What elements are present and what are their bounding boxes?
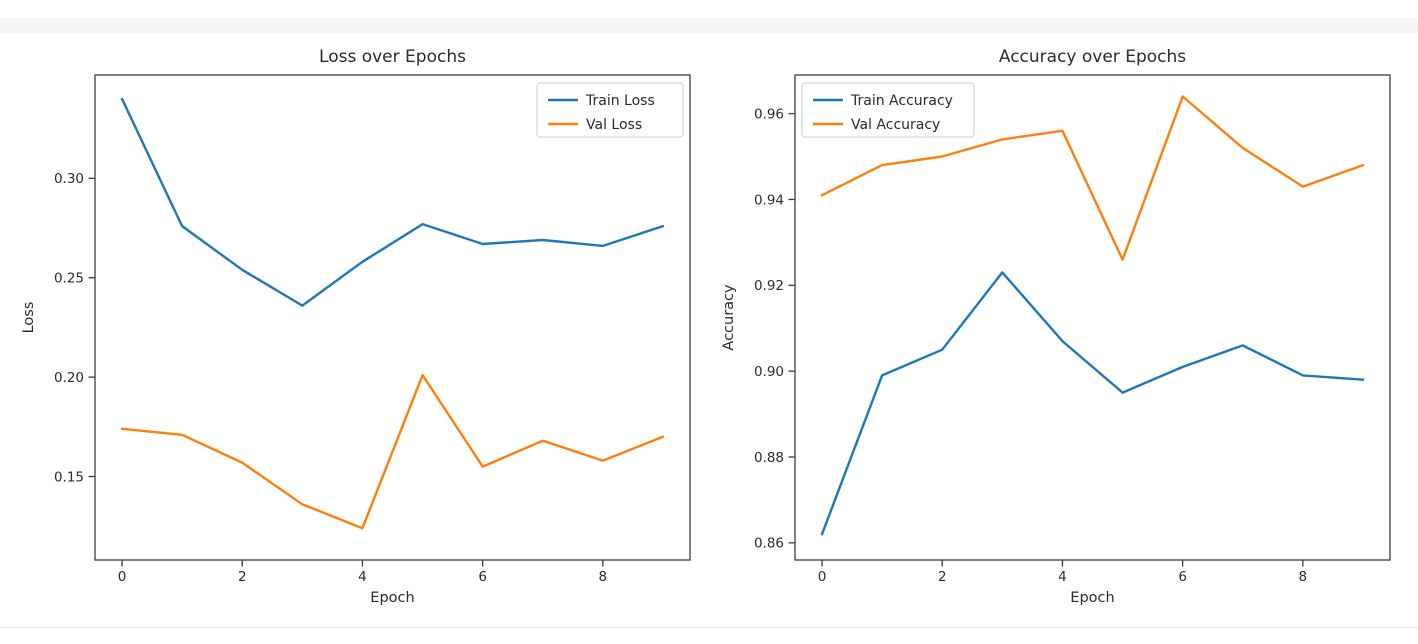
y-tick-label: 0.96 <box>754 106 784 122</box>
accuracy-chart: Accuracy over Epochs 0.86 0.88 0.90 0.92 0.94… <box>700 0 1400 644</box>
y-tick-label: 0.92 <box>754 278 784 294</box>
x-tick-label: 0 <box>818 569 827 585</box>
x-tick-label: 2 <box>938 569 947 585</box>
chart-title: Accuracy over Epochs <box>999 47 1186 67</box>
y-tick-label: 0.30 <box>54 171 84 187</box>
y-axis-label: Loss <box>21 302 37 334</box>
y-tick-label: 0.86 <box>754 536 784 552</box>
plot-frame <box>794 74 1391 561</box>
bottom-divider <box>0 627 1418 628</box>
legend-label-val-accuracy: Val Accuracy <box>851 117 940 133</box>
y-tick-label: 0.90 <box>754 364 784 380</box>
legend-label-val-loss: Val Loss <box>586 117 642 133</box>
loss-chart: Loss over Epochs 0.15 0.20 0.25 0.30 0 2 4 6 8 Epo… <box>0 0 700 644</box>
x-axis-label: Epoch <box>1070 590 1114 606</box>
y-tick-label: 0.20 <box>54 370 84 386</box>
train-accuracy-line <box>820 271 1365 536</box>
x-tick-label: 4 <box>1058 569 1067 585</box>
train-loss-line <box>120 97 665 307</box>
x-tick-label: 6 <box>1178 569 1187 585</box>
x-tick-label: 2 <box>238 569 247 585</box>
x-tick-label: 8 <box>599 569 608 585</box>
x-axis-label: Epoch <box>370 590 414 606</box>
legend-label-train-loss: Train Loss <box>585 93 655 109</box>
legend-label-train-accuracy: Train Accuracy <box>850 93 953 109</box>
x-tick-label: 0 <box>118 569 127 585</box>
y-tick-label: 0.15 <box>54 469 84 485</box>
legend-box <box>801 82 975 138</box>
loss-chart-svg: Loss over Epochs 0.15 0.20 0.25 0.30 0 2 4 6 8 Epo… <box>21 47 691 606</box>
top-strip <box>0 18 1418 33</box>
plot-frame <box>94 74 691 561</box>
y-tick-label: 0.94 <box>754 192 784 208</box>
x-tick-label: 4 <box>358 569 367 585</box>
y-axis-label: Accuracy <box>721 284 737 351</box>
y-tick-label: 0.25 <box>54 271 84 287</box>
y-tick-label: 0.88 <box>754 450 784 466</box>
accuracy-chart-svg: Accuracy over Epochs 0.86 0.88 0.90 0.92 0.94… <box>721 47 1391 606</box>
val-accuracy-line <box>820 95 1365 261</box>
val-loss-line <box>120 373 665 530</box>
x-tick-label: 6 <box>478 569 487 585</box>
chart-title: Loss over Epochs <box>319 47 466 67</box>
x-tick-label: 8 <box>1299 569 1308 585</box>
